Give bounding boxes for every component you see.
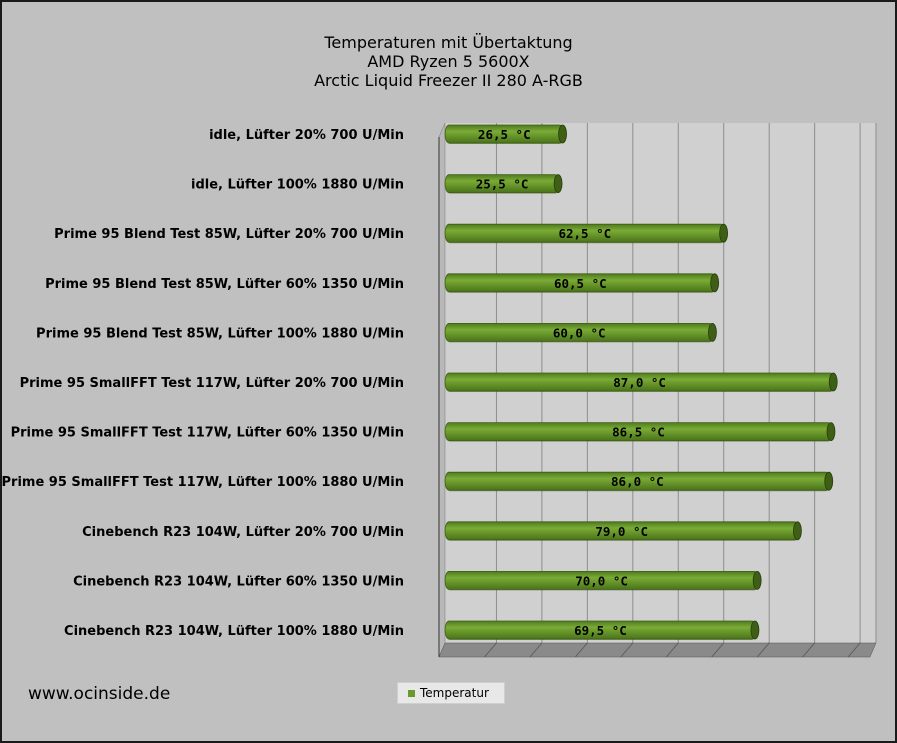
floor-line [620,642,634,658]
value-label: 79,0 °C [595,524,648,539]
bar-end-cap [752,571,762,590]
floor-line [711,642,725,658]
value-labels: 26,5 °C 25,5 °C 62,5 °C 60,5 °C 60,0 °C 87,0 … [476,127,666,638]
bar-end-cap [553,174,563,194]
category-label: idle, Lüfter 100% 1880 U/Min [191,178,404,193]
category-label: Cinebench R23 104W, Lüfter 60% 1350 U/Mi… [73,574,404,589]
value-label: 26,5 °C [478,127,531,142]
legend: Temperatur [397,682,505,704]
value-label: 86,0 °C [611,474,664,489]
bar-end-cap [710,273,720,293]
bar-end-cap [828,372,838,392]
category-label: idle, Lüfter 20% 700 U/Min [209,128,404,143]
bar-end-cap [824,471,834,491]
value-label: 70,0 °C [575,573,628,588]
floor-line [484,642,497,658]
category-labels: idle, Lüfter 20% 700 U/Min idle, Lüfter 1… [2,128,404,639]
title-line-3: Arctic Liquid Freezer II 280 A-RGB [314,71,583,90]
value-label: 87,0 °C [613,375,666,390]
chart-title: Temperaturen mit Übertaktung AMD Ryzen 5… [2,33,895,90]
floor-line [847,642,861,658]
bar-end-cap [793,521,802,541]
floor-line [575,642,588,658]
title-line-2: AMD Ryzen 5 5600X [367,52,530,71]
bar-series [444,124,838,640]
category-label: Prime 95 Blend Test 85W, Lüfter 20% 700 … [54,227,404,242]
bar-end-cap [750,620,760,640]
category-label: Prime 95 Blend Test 85W, Lüfter 100% 188… [36,326,404,341]
title-line-1: Temperaturen mit Übertaktung [324,33,573,52]
value-label: 25,5 °C [476,177,529,192]
category-label: Cinebench R23 104W, Lüfter 20% 700 U/Min [82,525,404,540]
category-label: Prime 95 SmallFFT Test 117W, Lüfter 20% … [20,376,404,391]
website-label: www.ocinside.de [28,684,171,704]
value-label: 62,5 °C [558,226,611,241]
category-label: Prime 95 SmallFFT Test 117W, Lüfter 100%… [2,475,404,490]
value-label: 60,5 °C [554,276,607,291]
bar-end-cap [719,223,729,243]
value-label: 86,5 °C [612,425,665,440]
category-label: Prime 95 SmallFFT Test 117W, Lüfter 60% … [11,426,404,441]
bar-end-cap [708,322,717,342]
floor-surface [438,642,877,658]
bar-end-cap [558,124,567,144]
plot-floor [438,137,877,658]
plot-side-wall [438,122,446,658]
floor-line [665,642,679,658]
floor-line [802,642,815,658]
value-label: 60,0 °C [553,325,606,340]
floor-line [529,642,543,658]
category-label: Prime 95 Blend Test 85W, Lüfter 60% 1350… [45,277,404,292]
floor-line [756,642,770,658]
bar-end-cap [826,422,836,442]
value-label: 69,5 °C [574,623,627,638]
legend-label: Temperatur [420,686,489,700]
legend-swatch [408,690,415,697]
category-label: Cinebench R23 104W, Lüfter 100% 1880 U/M… [64,624,404,639]
